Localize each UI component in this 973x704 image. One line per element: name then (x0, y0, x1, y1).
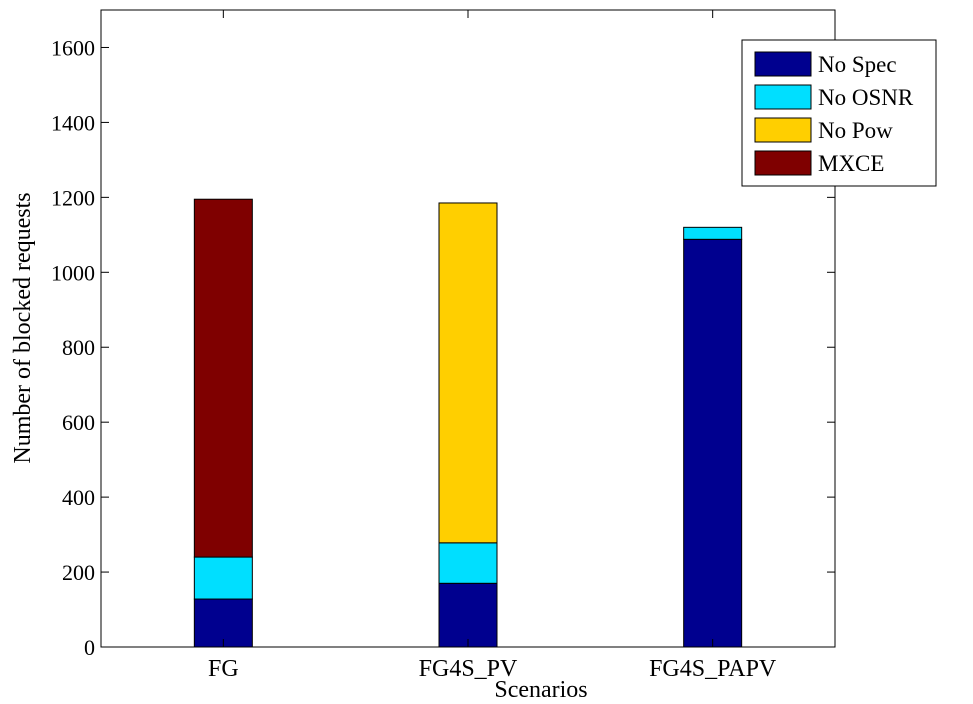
y-tick-label: 1400 (51, 110, 95, 135)
legend: No Spec No OSNR No Pow MXCE (741, 39, 937, 187)
y-tick-label: 600 (62, 410, 95, 435)
legend-label-no-pow: No Pow (818, 118, 893, 143)
x-tick-label: FG4S_PAPV (649, 656, 777, 682)
legend-swatch-mxce (754, 150, 812, 176)
bar-segment-fg4s-pv-no-spec (438, 582, 498, 648)
axes-layer: 0 200 400 600 800 1000 1200 1400 1600 FG FG4S_PV FG… (51, 9, 836, 682)
y-tick-label: 1200 (51, 185, 95, 210)
legend-swatch-no-spec (754, 51, 812, 77)
y-tick-label: 0 (84, 635, 95, 660)
x-tick-label: FG4S_PV (419, 656, 518, 682)
legend-label-mxce: MXCE (818, 151, 884, 176)
bar-segment-fg4s-pv-no-osnr (438, 542, 498, 584)
legend-swatch-no-pow (754, 117, 812, 143)
bars-layer (193, 198, 743, 648)
legend-swatch-no-osnr (754, 84, 812, 110)
bar-segment-fg4s-papv-no-spec (683, 238, 743, 648)
bar-segment-fg-mxce (193, 198, 253, 558)
x-axis-label: Scenarios (494, 677, 587, 703)
x-tick-label: FG (208, 656, 239, 682)
y-tick-label: 200 (62, 560, 95, 585)
bar-segment-fg4s-papv-no-osnr (683, 226, 743, 240)
bar-segment-fg4s-pv-no-pow (438, 202, 498, 544)
y-axis-label: Number of blocked requests (10, 192, 36, 463)
bar-segment-fg-no-osnr (193, 556, 253, 600)
legend-label-no-spec: No Spec (818, 52, 897, 77)
y-tick-label: 800 (62, 335, 95, 360)
legend-label-no-osnr: No OSNR (818, 85, 914, 110)
y-tick-label: 1000 (51, 260, 95, 285)
y-tick-label: 400 (62, 485, 95, 510)
y-tick-label: 1600 (51, 35, 95, 60)
